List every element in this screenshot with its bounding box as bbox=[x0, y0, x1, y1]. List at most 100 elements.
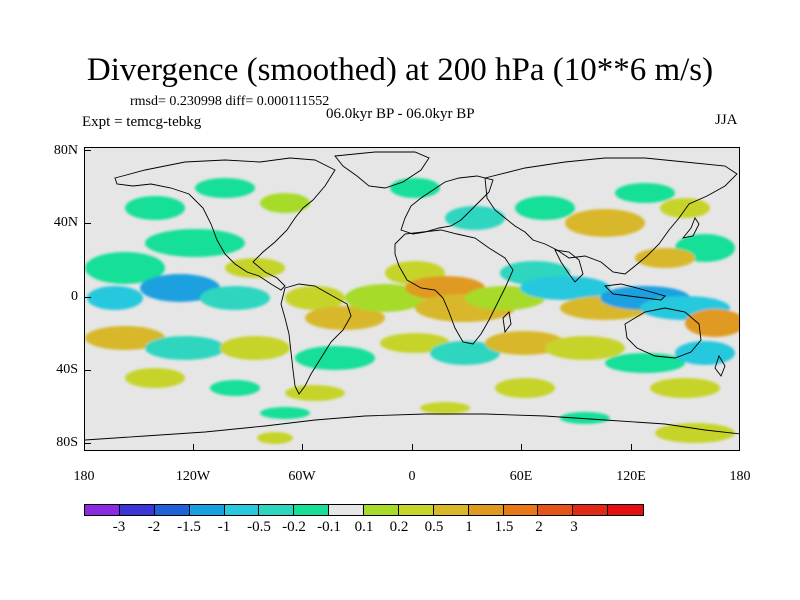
field-patch bbox=[445, 206, 505, 230]
x-label-120w: 120W bbox=[175, 469, 211, 484]
field-patch bbox=[285, 286, 345, 310]
x-label-60w: 60W bbox=[288, 469, 316, 484]
x-tick bbox=[193, 444, 194, 451]
colorbar-label: -0.5 bbox=[247, 519, 271, 535]
stats-text: rmsd= 0.230998 diff= 0.000111552 bbox=[130, 94, 330, 109]
field-patch bbox=[345, 284, 425, 312]
y-tick bbox=[84, 443, 91, 444]
colorbar-box bbox=[329, 505, 364, 515]
colorbar-label: -1.5 bbox=[177, 519, 201, 535]
field-patch bbox=[675, 341, 735, 365]
x-label-180e: 180 bbox=[729, 469, 751, 484]
field-patch bbox=[685, 309, 739, 337]
field-patch bbox=[257, 432, 293, 444]
x-tick bbox=[631, 444, 632, 451]
x-tick bbox=[302, 444, 303, 451]
field-patch bbox=[650, 378, 720, 398]
field-patch bbox=[125, 196, 185, 220]
x-tick bbox=[412, 444, 413, 451]
colorbar-box bbox=[154, 505, 190, 515]
field-patch bbox=[260, 407, 310, 419]
x-label-60e: 60E bbox=[509, 469, 533, 484]
field-patch bbox=[655, 423, 735, 443]
map-panel bbox=[84, 147, 740, 451]
season-label: JJA bbox=[715, 112, 738, 128]
field-patch bbox=[305, 306, 385, 330]
field-patch bbox=[495, 378, 555, 398]
colorbar-box bbox=[189, 505, 225, 515]
plot-title: Divergence (smoothed) at 200 hPa (10**6 … bbox=[86, 52, 714, 88]
field-patch bbox=[285, 385, 345, 401]
field-patch bbox=[125, 368, 185, 388]
colorbar-box bbox=[433, 505, 469, 515]
colorbar-box bbox=[503, 505, 539, 515]
colorbar-label: -2 bbox=[147, 519, 161, 535]
colorbar-label: -1 bbox=[217, 519, 231, 535]
coast-india bbox=[554, 249, 584, 283]
field-patch bbox=[87, 286, 143, 310]
coast-antarctica bbox=[85, 413, 739, 441]
colorbar-box bbox=[364, 505, 399, 515]
colorbar-label: 0.5 bbox=[424, 519, 444, 535]
coast-asia bbox=[484, 157, 738, 275]
colorbar-label: 1 bbox=[465, 519, 473, 535]
field-patches bbox=[85, 178, 739, 444]
x-label-120e: 120E bbox=[616, 469, 646, 484]
field-patch bbox=[145, 229, 245, 257]
colorbar-box bbox=[224, 505, 260, 515]
y-label-80s: 80S bbox=[56, 435, 78, 450]
field-patch bbox=[605, 353, 685, 373]
colorbar-box bbox=[398, 505, 434, 515]
colorbar-box bbox=[573, 505, 609, 515]
field-patch bbox=[295, 346, 375, 370]
colorbar-label: -3 bbox=[112, 519, 126, 535]
divergence-field bbox=[85, 151, 739, 444]
coast-europe bbox=[400, 175, 494, 235]
field-patch bbox=[560, 412, 610, 424]
colorbar-box bbox=[85, 505, 120, 515]
colorbar-label: 0.2 bbox=[389, 519, 409, 535]
y-label-40n: 40N bbox=[53, 215, 78, 230]
field-patch bbox=[515, 196, 575, 220]
x-label-180w: 180 bbox=[73, 469, 95, 484]
field-patch bbox=[260, 193, 310, 213]
x-tick bbox=[521, 444, 522, 451]
field-patch bbox=[430, 341, 500, 365]
coast-australia bbox=[624, 307, 702, 359]
colorbar-box bbox=[259, 505, 295, 515]
coast-madagascar bbox=[502, 311, 512, 334]
coast-africa bbox=[394, 229, 514, 345]
field-patch bbox=[380, 333, 450, 353]
field-patch bbox=[485, 331, 565, 355]
coast-south-america bbox=[280, 283, 352, 395]
colorbar-label: 3 bbox=[570, 519, 578, 535]
experiment-label: Expt = temcg-tebkg bbox=[82, 114, 202, 130]
coast-new-zealand bbox=[714, 354, 726, 377]
y-tick bbox=[84, 370, 91, 371]
colorbar-box bbox=[294, 505, 330, 515]
field-patch bbox=[420, 402, 470, 414]
field-patch bbox=[200, 286, 270, 310]
y-label-40s: 40S bbox=[56, 362, 78, 377]
y-tick bbox=[84, 297, 91, 298]
coast-japan bbox=[681, 217, 700, 239]
coast-north-america bbox=[114, 157, 336, 291]
field-patch bbox=[195, 178, 255, 198]
x-label-0: 0 bbox=[408, 469, 416, 484]
colorbar-box bbox=[608, 505, 643, 515]
field-patch bbox=[210, 380, 260, 396]
field-patch bbox=[140, 274, 220, 302]
colorbar-label: 0.1 bbox=[354, 519, 374, 535]
coastlines bbox=[85, 151, 739, 441]
colorbar-label: -0.2 bbox=[282, 519, 306, 535]
colorbar-box bbox=[119, 505, 155, 515]
y-label-80n: 80N bbox=[53, 143, 78, 158]
colorbar-box bbox=[468, 505, 504, 515]
period-label: 06.0kyr BP - 06.0kyr BP bbox=[326, 106, 475, 122]
y-label-equator: 0 bbox=[71, 289, 78, 304]
field-patch bbox=[145, 336, 225, 360]
colorbar-label: 1.5 bbox=[494, 519, 514, 535]
colorbar-box bbox=[538, 505, 574, 515]
coast-indonesia bbox=[604, 283, 666, 301]
field-patch bbox=[545, 336, 625, 360]
